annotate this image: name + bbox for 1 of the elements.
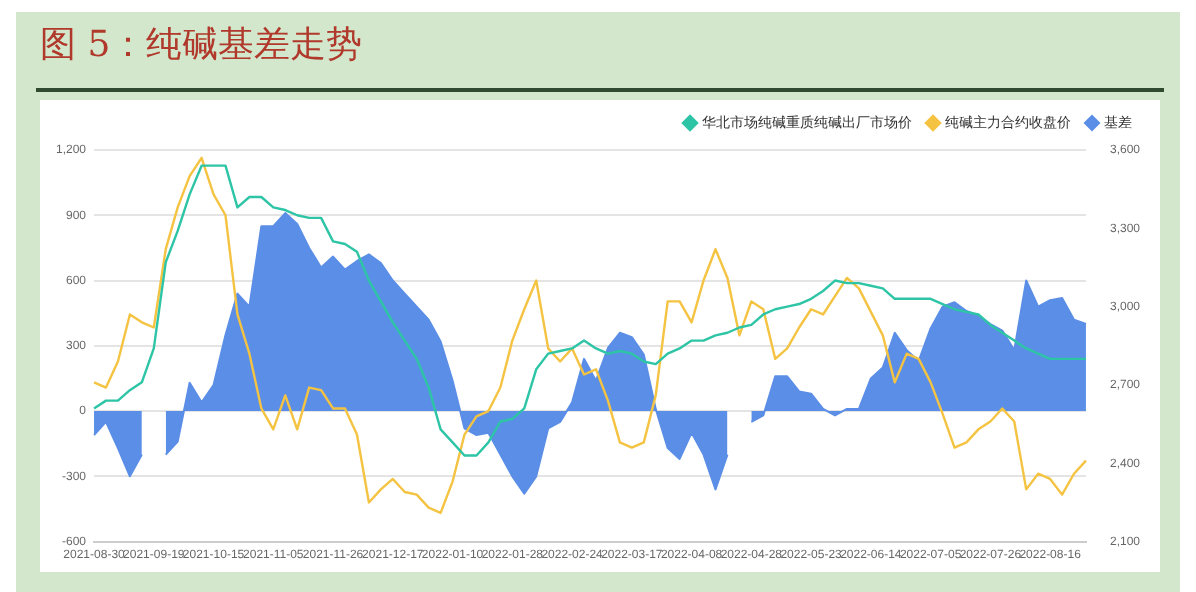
- chart-title: 图 5：纯碱基差走势: [40, 22, 363, 68]
